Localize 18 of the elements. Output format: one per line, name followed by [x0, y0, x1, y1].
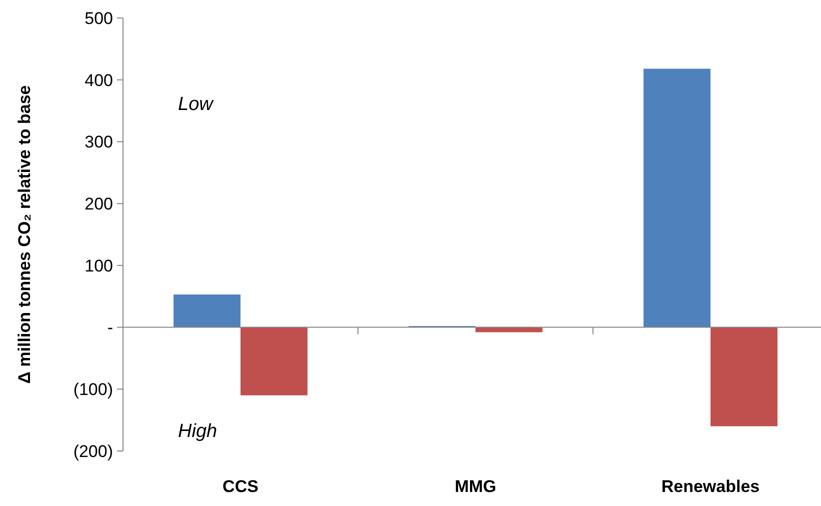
bar — [644, 68, 710, 328]
x-tick-label: MMG — [454, 477, 496, 496]
y-tick-label: 400 — [84, 70, 113, 90]
y-tick-label: 500 — [84, 8, 113, 28]
bar — [710, 327, 778, 426]
y-tick-label: 300 — [84, 132, 113, 152]
y-axis-title: Δ million tonnes CO₂ relative to base — [15, 85, 34, 384]
y-tick-label: 200 — [84, 194, 113, 214]
bar — [240, 327, 308, 396]
y-tick-label: - — [107, 318, 113, 338]
y-tick-label: 100 — [84, 256, 113, 276]
y-tick-label: (200) — [73, 442, 113, 461]
bar — [174, 294, 240, 328]
y-tick-label: (100) — [73, 380, 113, 400]
x-tick-label: CCS — [222, 477, 258, 496]
annotation: Low — [178, 94, 214, 115]
x-tick-label: Renewables — [661, 477, 760, 496]
annotation: High — [178, 421, 218, 442]
